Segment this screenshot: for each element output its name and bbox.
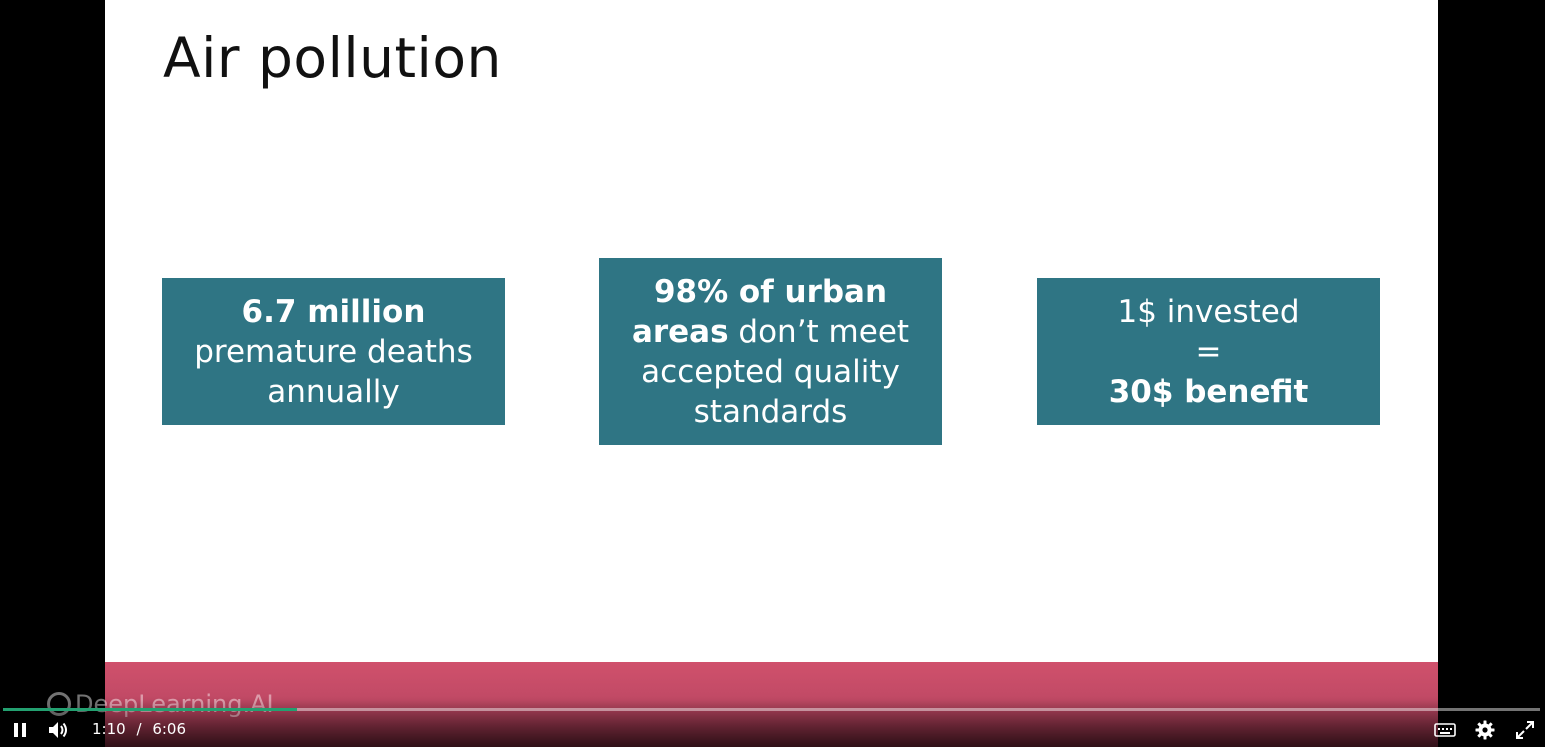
stat-invest-equals: = <box>1195 333 1222 370</box>
pause-button[interactable] <box>8 718 32 742</box>
stat-urban-rest: don’t meet <box>728 313 910 350</box>
player-controls-shade <box>0 700 1545 747</box>
stat-urban-areas: areas <box>631 313 729 350</box>
stat-urban-value: 98% of urban <box>653 273 888 310</box>
time-separator: / <box>136 720 142 738</box>
captions-icon <box>1434 723 1456 737</box>
volume-button[interactable] <box>44 718 72 742</box>
captions-button[interactable] <box>1432 718 1458 742</box>
stat-deaths-line3: annually <box>267 373 400 410</box>
stat-box-investment: 1$ invested = 30$ benefit <box>1037 278 1380 425</box>
stat-box-deaths: 6.7 million premature deaths annually <box>162 278 505 425</box>
duration: 6:06 <box>152 720 186 738</box>
gear-icon <box>1475 720 1495 740</box>
stat-urban-line3: accepted quality <box>641 353 900 390</box>
stat-invest-benefit: 30$ benefit <box>1108 373 1309 410</box>
progress-bar-fill <box>3 708 297 711</box>
fullscreen-button[interactable] <box>1512 717 1538 743</box>
settings-button[interactable] <box>1472 717 1498 743</box>
progress-bar[interactable] <box>3 708 1540 711</box>
stat-deaths-value: 6.7 million <box>241 293 426 330</box>
fullscreen-icon <box>1516 721 1534 739</box>
time-display: 1:10 / 6:06 <box>92 720 186 738</box>
pause-icon <box>14 723 26 737</box>
stat-box-urban: 98% of urban areas don’t meet accepted q… <box>599 258 942 445</box>
stat-urban-line4: standards <box>693 393 848 430</box>
stat-deaths-line2: premature deaths <box>194 333 473 370</box>
volume-icon <box>49 722 67 738</box>
slide-title: Air pollution <box>163 26 502 90</box>
slide: Air pollution 6.7 million premature deat… <box>105 0 1438 747</box>
stat-invest-line1: 1$ invested <box>1117 293 1300 330</box>
current-time: 1:10 <box>92 720 126 738</box>
